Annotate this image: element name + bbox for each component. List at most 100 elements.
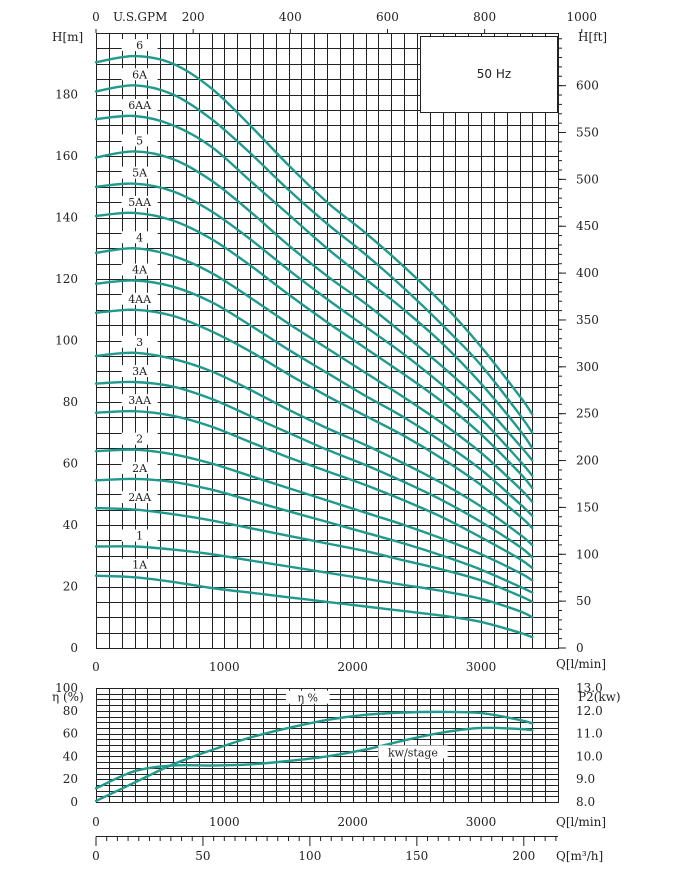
power-y-tick-label: 10.0 [576, 749, 603, 763]
eff-y-tick-label: 0 [70, 795, 78, 809]
y-tick-label: 0 [70, 641, 78, 655]
y-tick-label: 120 [55, 272, 78, 286]
power-y-tick-label: 9.0 [576, 772, 595, 786]
head-curve-1a [94, 574, 534, 639]
curve-label-bg [121, 365, 158, 378]
power-y-tick-label: 11.0 [576, 727, 603, 741]
curve-label-3aa: 3AA [128, 394, 152, 407]
head-curve-3aa [94, 409, 534, 570]
ft-tick-label: 50 [576, 594, 591, 608]
efficiency-grid [96, 688, 559, 803]
head-grid [96, 33, 559, 649]
ft-tick-label: 350 [576, 313, 599, 327]
power-label-bg [378, 745, 448, 759]
head-curve-6a [94, 84, 534, 434]
y-tick-label: 180 [55, 88, 78, 102]
curve-label-3a: 3A [132, 365, 148, 378]
head-curve-4 [94, 247, 534, 504]
m3h-tick-label: 50 [195, 849, 210, 863]
efficiency-x-axis-label: Q[l/min] [556, 815, 606, 829]
power-y-tick-label: 8.0 [576, 795, 595, 809]
y-tick-label: 160 [55, 149, 78, 163]
curve-label-bg [121, 558, 158, 571]
x-tick-label: 2000 [337, 660, 368, 674]
m3h-tick-label: 200 [512, 849, 535, 863]
curve-label-2: 2 [136, 433, 143, 446]
gpm-axis-label: U.S.GPM [113, 10, 167, 24]
head-curve-6 [94, 54, 534, 416]
curve-label-bg [121, 68, 158, 81]
ft-tick-label: 250 [576, 407, 599, 421]
eff-y-tick-label: 60 [63, 727, 78, 741]
m3h-axis: 0 50 100 150 200 [92, 836, 558, 863]
curve-label-bg [121, 335, 158, 348]
power-curve-label: kw/stage [388, 746, 438, 759]
eff-x-tick-label: 0 [92, 815, 100, 829]
efficiency-frame [96, 688, 559, 803]
curve-label-4: 4 [136, 231, 143, 244]
ft-tick-label: 150 [576, 500, 599, 514]
curve-label-bg [121, 134, 158, 147]
x-tick-label: 0 [92, 660, 100, 674]
x-tick-label: 3000 [466, 660, 497, 674]
y-tick-label: 140 [55, 211, 78, 225]
y-tick-label: 100 [55, 334, 78, 348]
head-axis-ticks: 0 20 40 60 80 100 120 140 160 180 0 1000 2000 3000 0 20… [55, 10, 599, 674]
curve-label-6: 6 [136, 39, 143, 52]
curve-label-bg [121, 263, 158, 276]
head-curve-4aa [94, 308, 534, 530]
ft-tick-label: 100 [576, 547, 599, 561]
curve-label-6a: 6A [132, 68, 148, 81]
curve-label-6aa: 6AA [128, 99, 152, 112]
head-curve-2 [94, 448, 534, 582]
efficiency-axis-ticks: 0 20 40 60 80 100 8.0 9.0 10.0 11.0 12.0 13.0 0 1000 2… [55, 681, 603, 829]
gpm-tick-label: 1000 [567, 10, 598, 24]
y-tick-label: 40 [63, 518, 78, 532]
ft-tick-label: 300 [576, 360, 599, 374]
efficiency-curve-label: η % [297, 692, 318, 705]
ft-tick-label: 200 [576, 454, 599, 468]
head-curve-chart: 0 20 40 60 80 100 120 140 160 180 0 1000 2000 3000 0 20… [52, 10, 607, 674]
eff-label-bg [285, 690, 330, 704]
x-tick-label: 1000 [209, 660, 240, 674]
head-curve-5 [94, 150, 534, 462]
eff-y-tick-label: 40 [63, 749, 78, 763]
eff-y-tick-label: 20 [63, 772, 78, 786]
ft-tick-label: 450 [576, 219, 599, 233]
eff-x-tick-label: 1000 [209, 815, 240, 829]
power-y-tick-label: 12.0 [576, 704, 603, 718]
y-tick-label: 80 [63, 395, 78, 409]
curve-label-bg [121, 195, 158, 208]
power-y-tick-label: 13.0 [576, 681, 603, 695]
head-curve-3 [94, 351, 534, 547]
power-curve [94, 726, 534, 790]
head-curve-6aa [94, 114, 534, 450]
frequency-label: 50 Hz [477, 67, 511, 81]
curve-label-5aa: 5AA [128, 196, 152, 209]
gpm-tick-label: 200 [182, 10, 205, 24]
gpm-tick-label: 800 [473, 10, 496, 24]
ft-tick-label: 0 [576, 641, 584, 655]
efficiency-y-axis-label: η (%) [52, 690, 84, 704]
curve-label-bg [121, 39, 158, 52]
curve-label-2aa: 2AA [128, 491, 152, 504]
y-tick-label: 60 [63, 457, 78, 471]
eff-y-tick-label: 100 [55, 681, 78, 695]
curve-label-bg [121, 529, 158, 542]
frequency-box [420, 36, 558, 113]
curve-label-5: 5 [136, 134, 143, 147]
curve-label-bg [121, 166, 158, 179]
curve-label-5a: 5A [132, 167, 148, 180]
ft-tick-label: 550 [576, 126, 599, 140]
curve-label-bg [121, 461, 158, 474]
y-tick-label: 20 [63, 580, 78, 594]
head-frame [96, 33, 559, 649]
curve-label-1a: 1A [132, 559, 148, 572]
eff-x-tick-label: 2000 [337, 815, 368, 829]
ft-tick-label: 600 [576, 79, 599, 93]
m3h-axis-label: Q[m³/h] [556, 849, 603, 863]
eff-x-tick-label: 3000 [466, 815, 497, 829]
m3h-tick-label: 150 [405, 849, 428, 863]
head-y-axis-right-label: H[ft] [578, 30, 607, 44]
head-curve-5aa [94, 211, 534, 490]
